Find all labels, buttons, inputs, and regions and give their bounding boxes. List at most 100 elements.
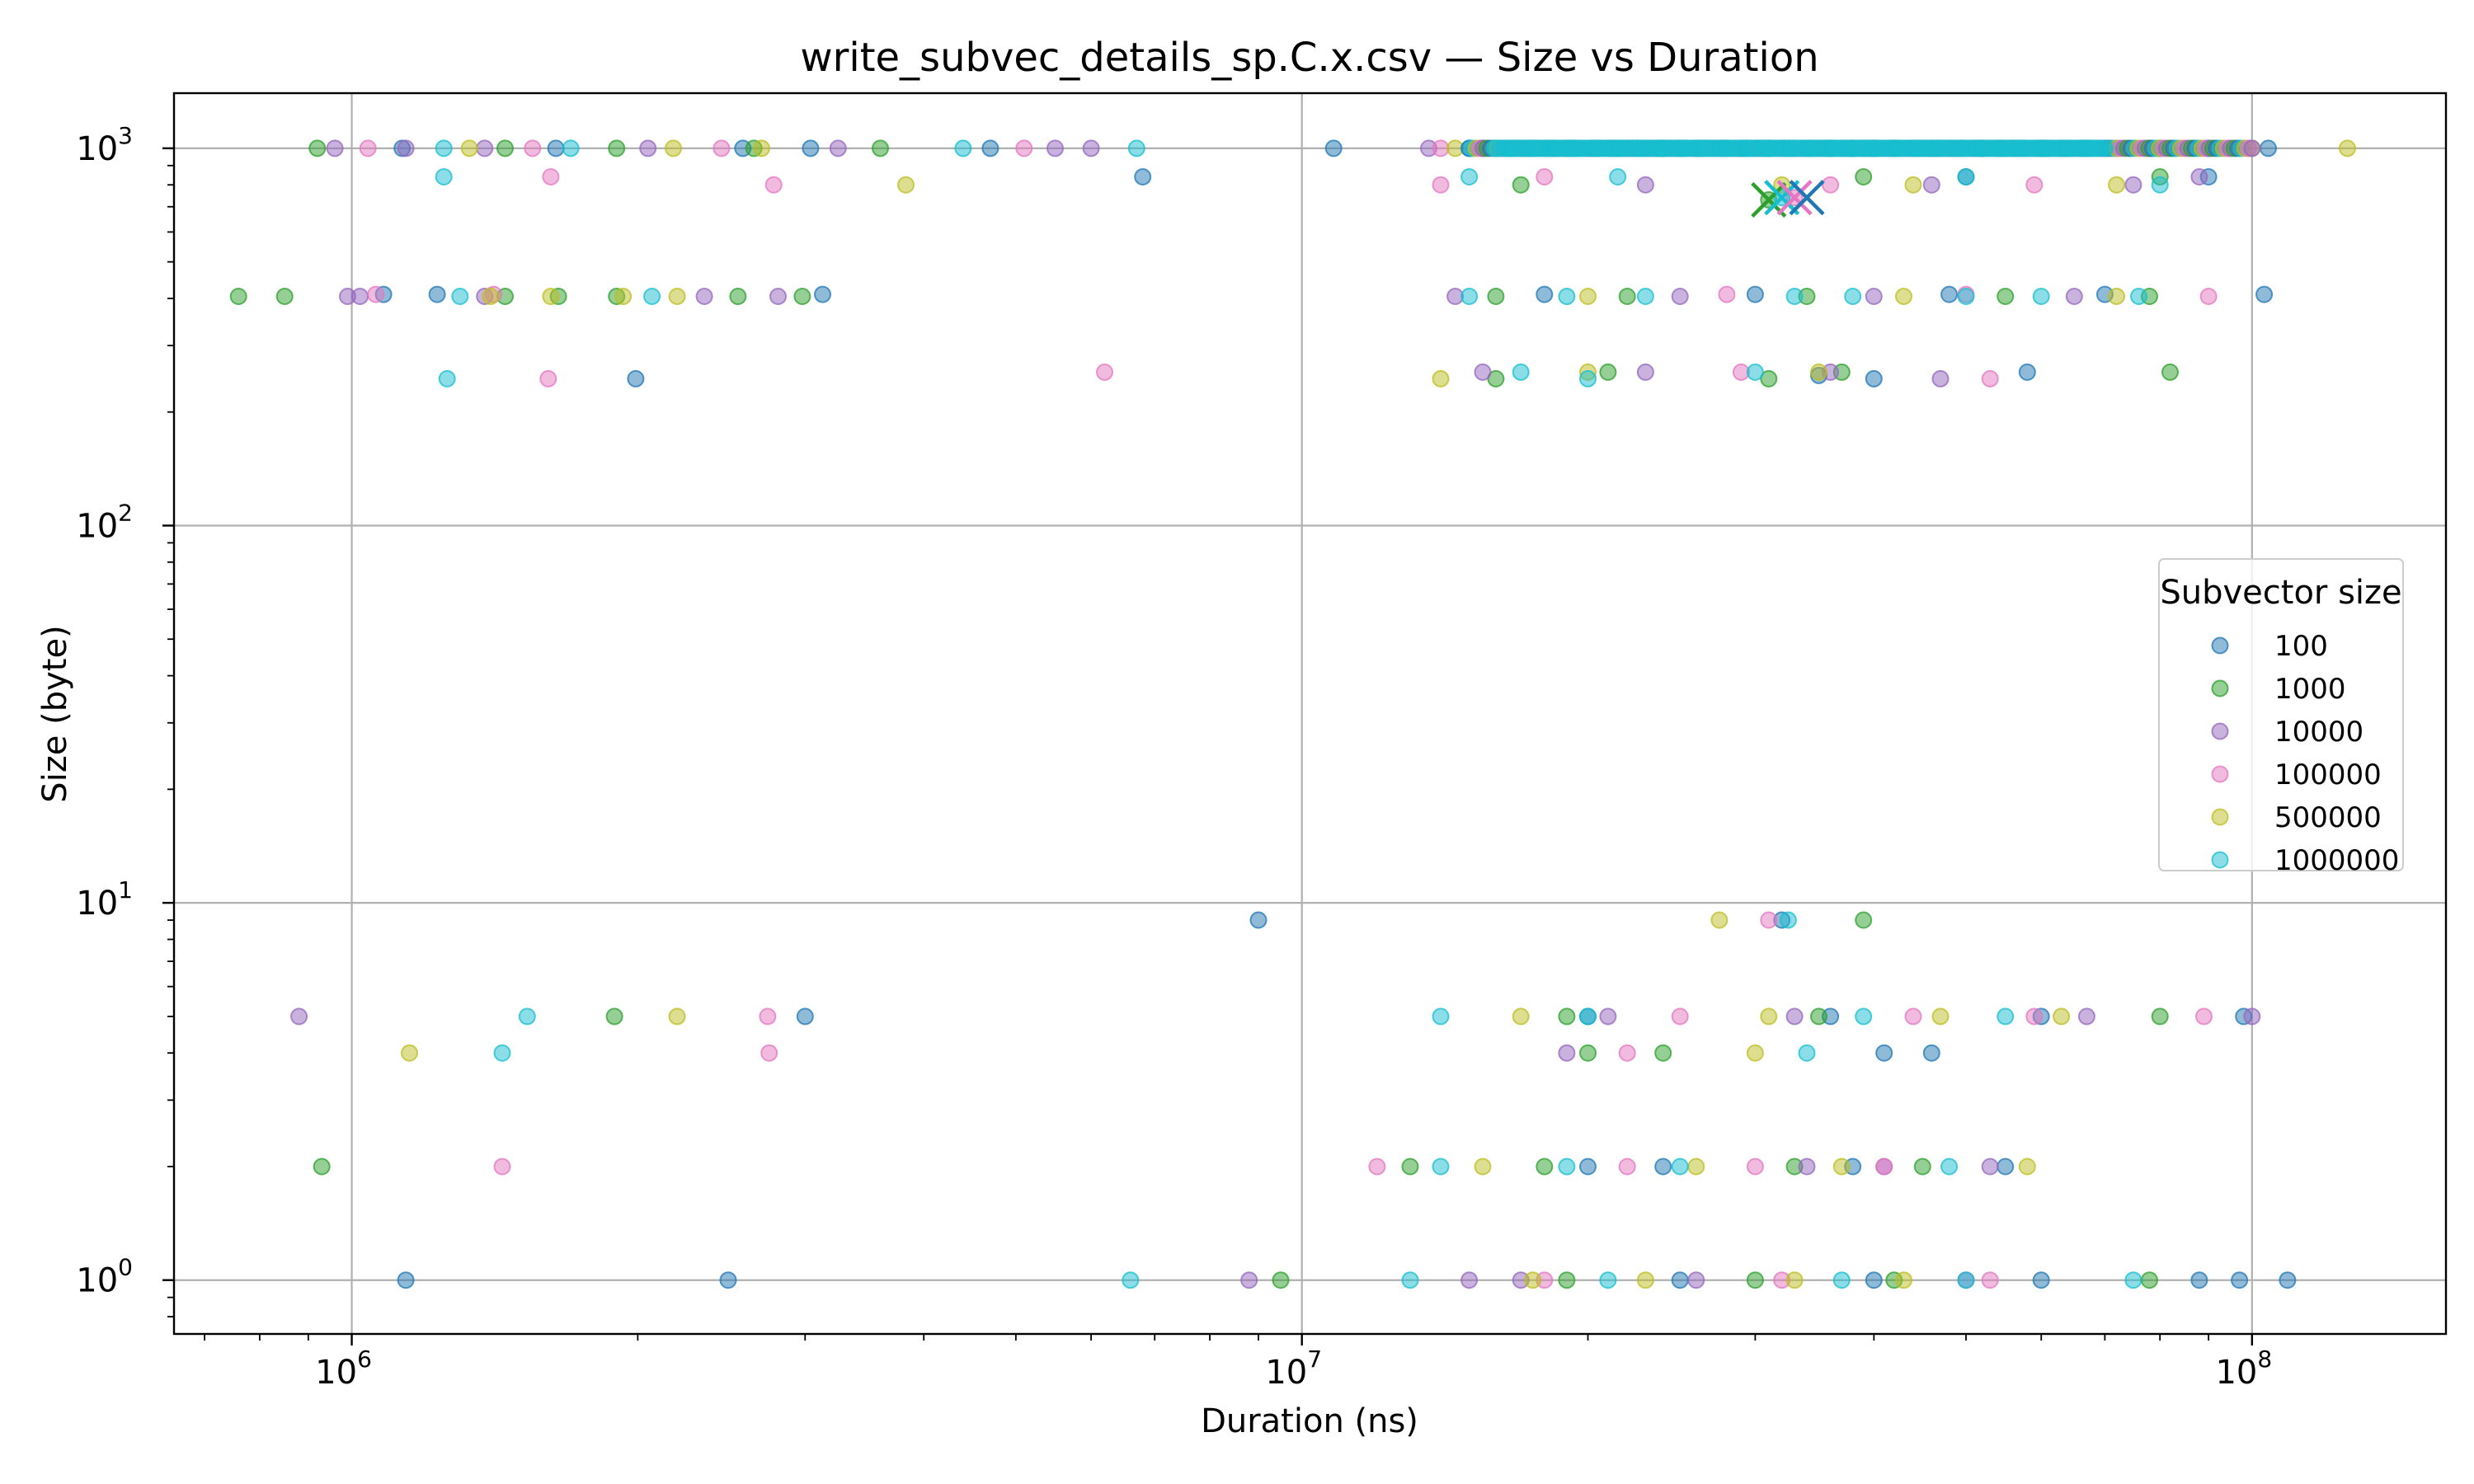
data-point — [608, 139, 626, 157]
data-point — [1599, 1007, 1617, 1026]
data-point — [729, 288, 747, 305]
data-point — [2243, 1007, 2261, 1026]
data-point — [2065, 288, 2083, 305]
data-point — [759, 1007, 777, 1026]
data-point — [2077, 1007, 2095, 1026]
y-axis-label: Size (byte) — [36, 625, 74, 802]
data-point — [1127, 139, 1145, 157]
data-point — [1272, 1271, 1290, 1289]
dense-band-1000 — [1460, 139, 2261, 157]
data-point — [1599, 363, 1617, 381]
data-point — [1671, 1007, 1689, 1026]
y-tick-exponent: 2 — [118, 499, 133, 526]
data-point — [1536, 285, 1554, 303]
data-point — [1558, 1158, 1576, 1176]
data-point — [1432, 1158, 1450, 1176]
data-point — [981, 139, 999, 157]
data-point — [1134, 168, 1152, 186]
data-point — [438, 369, 456, 387]
data-point — [1432, 176, 1450, 194]
data-point — [1855, 168, 1873, 186]
data-point — [2339, 139, 2356, 157]
data-point — [1760, 911, 1778, 929]
data-point — [1671, 288, 1689, 305]
data-point — [2124, 176, 2142, 194]
legend-entry-label: 100 — [2274, 630, 2328, 663]
data-point — [1401, 1158, 1419, 1176]
data-point — [2053, 1007, 2071, 1026]
data-point — [1718, 285, 1736, 303]
data-point — [1240, 1271, 1258, 1289]
x-marker-stroke — [1789, 180, 1825, 216]
data-point — [547, 139, 565, 157]
data-point — [493, 1158, 511, 1176]
data-point — [1798, 1044, 1816, 1062]
legend-marker — [2211, 765, 2229, 783]
data-point — [493, 1044, 511, 1062]
data-point — [290, 1007, 308, 1026]
data-point — [1785, 1271, 1804, 1289]
data-point — [1579, 1158, 1597, 1176]
data-point — [397, 1271, 415, 1289]
data-point — [1636, 288, 1654, 305]
data-point — [476, 139, 494, 157]
data-point — [1618, 1158, 1636, 1176]
data-point — [2124, 1271, 2142, 1289]
data-point — [1460, 288, 1479, 305]
data-point — [1865, 288, 1883, 305]
data-point — [1785, 288, 1804, 305]
x-tick-exponent: 6 — [357, 1345, 372, 1373]
legend-marker — [2211, 851, 2229, 869]
data-point — [2025, 1007, 2044, 1026]
data-point — [308, 139, 327, 157]
x-tick-exponent: 8 — [2257, 1345, 2272, 1373]
data-point — [753, 139, 770, 157]
data-point — [401, 1044, 418, 1062]
data-point — [1524, 1271, 1542, 1289]
data-point — [829, 139, 847, 157]
data-point — [1618, 1044, 1636, 1062]
data-point — [1855, 911, 1873, 929]
data-point — [496, 139, 514, 157]
data-point — [435, 139, 453, 157]
legend-entry-label: 10000 — [2274, 716, 2363, 749]
x-marker-100 — [1789, 180, 1825, 216]
data-point — [1997, 288, 2015, 305]
data-point — [1957, 288, 1975, 305]
legend-marker — [2211, 808, 2229, 826]
data-point — [1785, 1007, 1804, 1026]
x-marker-100000 — [1776, 180, 1813, 216]
data-point — [1474, 363, 1492, 381]
legend-entry-label: 100000 — [2274, 758, 2382, 791]
data-point — [719, 1271, 737, 1289]
data-point — [1015, 139, 1033, 157]
data-point — [1558, 1007, 1576, 1026]
data-point — [1096, 363, 1113, 381]
legend-title: Subvector size — [2160, 574, 2401, 612]
data-point — [1832, 1158, 1851, 1176]
data-point — [229, 288, 247, 305]
data-point — [1512, 363, 1530, 381]
data-point — [1710, 911, 1729, 929]
x-marker-stroke — [1776, 180, 1813, 216]
x-markers — [1751, 180, 1825, 218]
data-point — [1760, 369, 1778, 387]
data-points — [229, 139, 2356, 1289]
legend-entry-label: 500000 — [2274, 801, 2382, 834]
data-point — [1654, 1044, 1672, 1062]
data-point — [1844, 288, 1862, 305]
data-point — [1512, 176, 1530, 194]
data-point — [1931, 1007, 1950, 1026]
data-point — [1082, 139, 1100, 157]
data-point — [2260, 139, 2277, 157]
data-point — [802, 139, 820, 157]
data-point — [1579, 288, 1597, 305]
data-point — [1746, 1044, 1764, 1062]
data-point — [1746, 363, 1764, 381]
data-point — [1579, 369, 1597, 387]
data-point — [1671, 1158, 1689, 1176]
data-point — [2161, 363, 2179, 381]
data-point — [2018, 363, 2036, 381]
data-point — [796, 1007, 814, 1026]
data-point — [769, 288, 787, 305]
